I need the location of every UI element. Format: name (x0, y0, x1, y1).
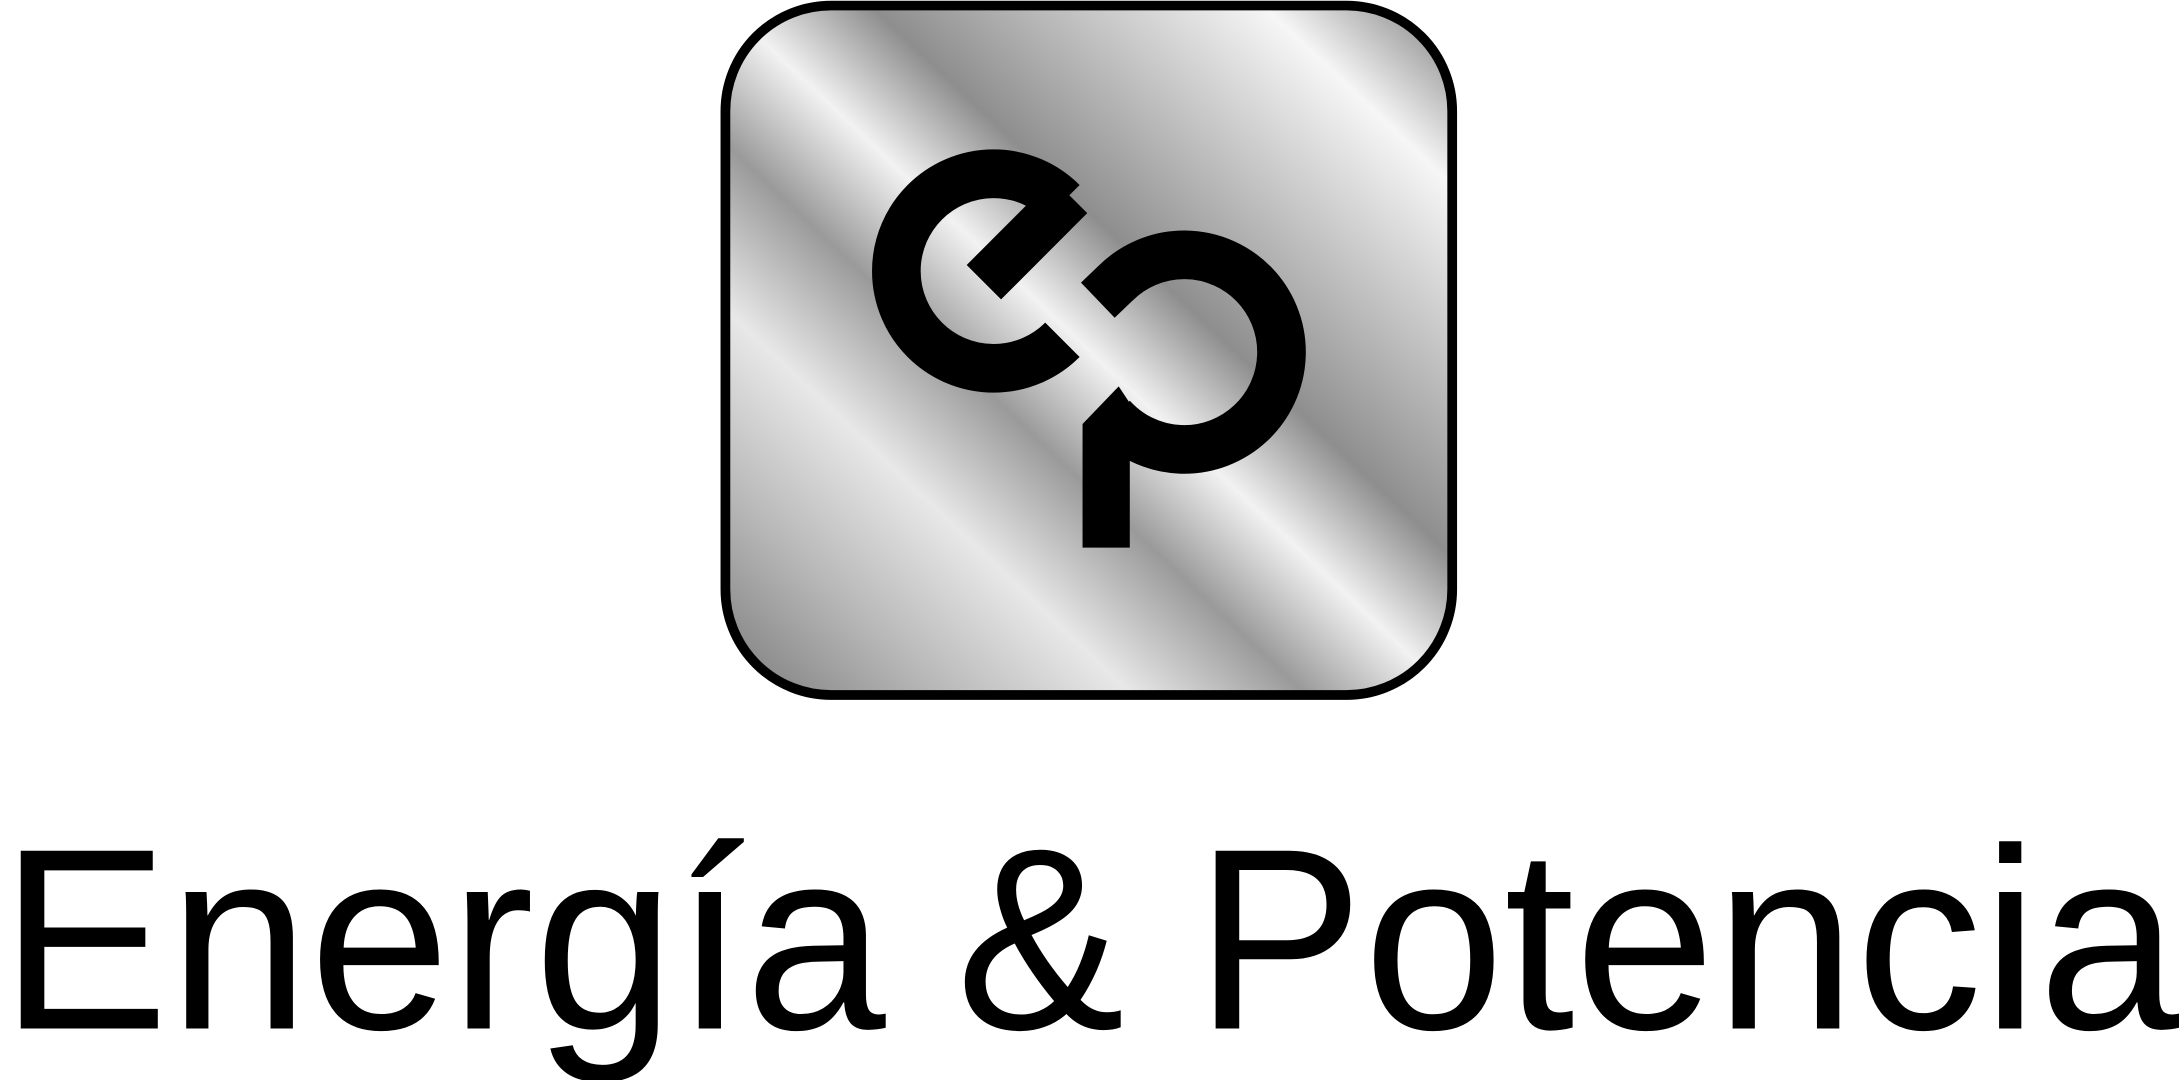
logo-p-bowl (1080, 230, 1306, 474)
logo-e-arc (872, 149, 1080, 393)
logo-p-stem (1082, 386, 1130, 548)
logo-mark (720, 0, 1458, 700)
logo-ep (872, 149, 1306, 474)
logo-e-bar (966, 178, 1088, 300)
logo-plate (720, 0, 1458, 700)
brand-name: Energía & Potencia (0, 795, 2179, 1080)
